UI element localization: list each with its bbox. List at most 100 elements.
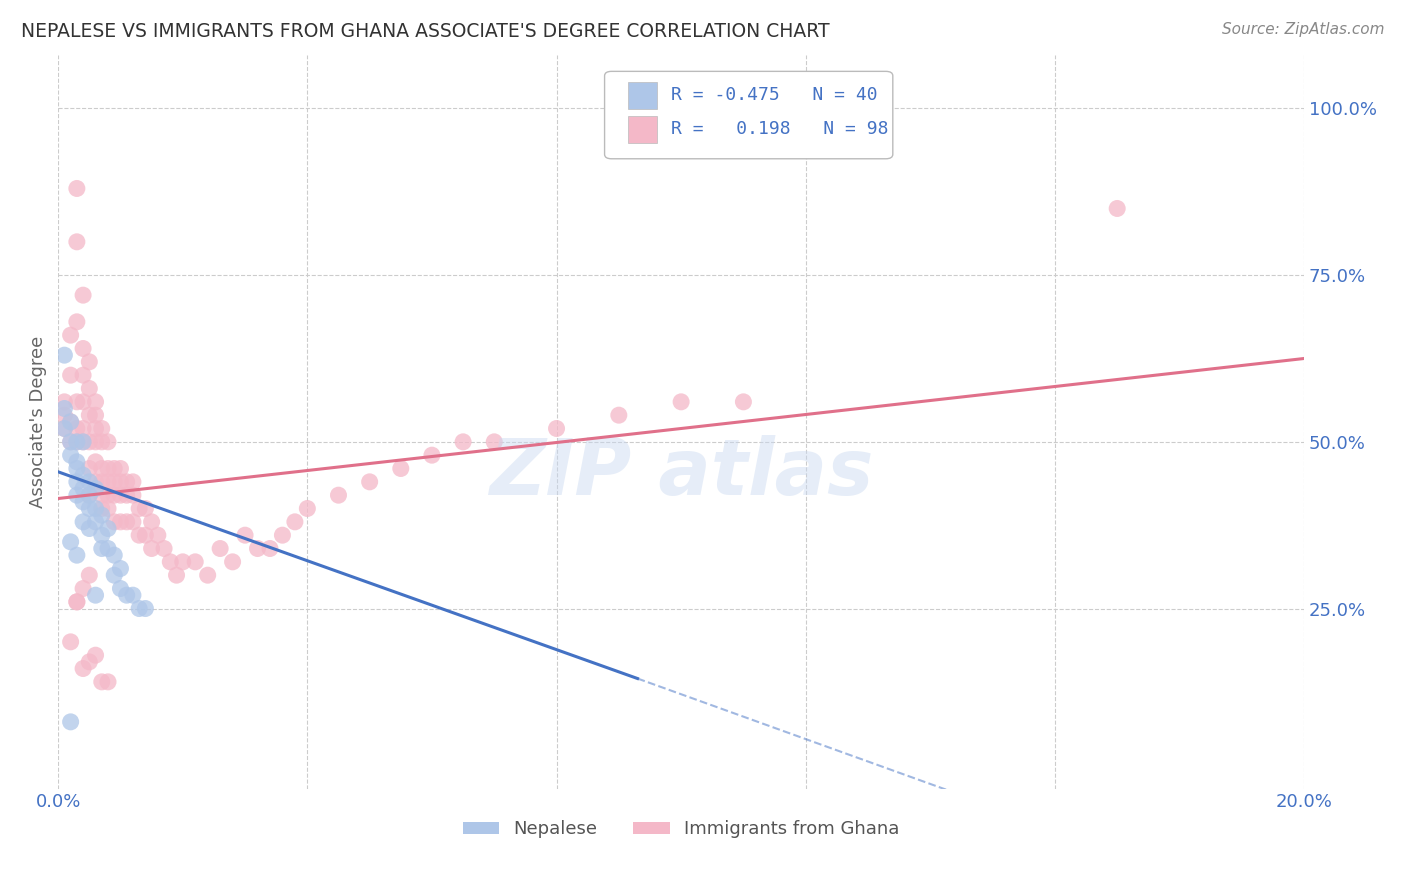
- Point: [59, 534, 82, 549]
- Point: [72, 495, 94, 509]
- Point: [122, 515, 145, 529]
- Point: [122, 475, 145, 489]
- Point: [79, 475, 101, 489]
- Point: [259, 541, 281, 556]
- Point: [84, 588, 107, 602]
- Point: [115, 515, 138, 529]
- Point: [97, 434, 120, 449]
- Point: [1107, 202, 1129, 216]
- Point: [53, 421, 76, 435]
- Point: [66, 315, 89, 329]
- Point: [128, 528, 150, 542]
- Point: [59, 415, 82, 429]
- Point: [233, 528, 256, 542]
- Y-axis label: Associate's Degree: Associate's Degree: [30, 335, 46, 508]
- Point: [97, 488, 120, 502]
- Point: [66, 475, 89, 489]
- Point: [66, 455, 89, 469]
- Point: [53, 348, 76, 362]
- Point: [72, 661, 94, 675]
- Point: [84, 648, 107, 663]
- Point: [197, 568, 219, 582]
- Point: [103, 488, 125, 502]
- Point: [66, 595, 89, 609]
- Point: [72, 434, 94, 449]
- Point: [59, 434, 82, 449]
- Point: [110, 515, 132, 529]
- Point: [134, 501, 156, 516]
- Point: [122, 488, 145, 502]
- Text: R =   0.198   N = 98: R = 0.198 N = 98: [671, 120, 889, 138]
- Point: [97, 461, 120, 475]
- Point: [284, 515, 307, 529]
- Point: [53, 408, 76, 422]
- Point: [72, 468, 94, 483]
- Point: [451, 434, 474, 449]
- Point: [90, 488, 112, 502]
- Point: [59, 368, 82, 383]
- Point: [79, 488, 101, 502]
- Point: [110, 582, 132, 596]
- Point: [184, 555, 207, 569]
- Point: [141, 515, 163, 529]
- Point: [66, 461, 89, 475]
- Point: [84, 394, 107, 409]
- Point: [72, 288, 94, 302]
- Point: [546, 421, 568, 435]
- Point: [246, 541, 269, 556]
- Point: [72, 342, 94, 356]
- Point: [84, 482, 107, 496]
- Point: [90, 501, 112, 516]
- Point: [103, 475, 125, 489]
- Point: [59, 635, 82, 649]
- Point: [84, 421, 107, 435]
- Point: [84, 434, 107, 449]
- Point: [72, 482, 94, 496]
- Point: [72, 515, 94, 529]
- Point: [97, 674, 120, 689]
- Point: [79, 408, 101, 422]
- Point: [110, 461, 132, 475]
- Point: [328, 488, 350, 502]
- Point: [271, 528, 294, 542]
- Point: [66, 548, 89, 562]
- Point: [122, 588, 145, 602]
- Point: [53, 401, 76, 416]
- Point: [484, 434, 506, 449]
- Point: [90, 508, 112, 523]
- Point: [153, 541, 176, 556]
- Point: [79, 355, 101, 369]
- Point: [733, 394, 755, 409]
- Point: [79, 434, 101, 449]
- Point: [97, 541, 120, 556]
- Point: [72, 434, 94, 449]
- Point: [66, 235, 89, 249]
- Point: [84, 455, 107, 469]
- Point: [72, 394, 94, 409]
- Point: [79, 461, 101, 475]
- Point: [209, 541, 232, 556]
- Point: [84, 475, 107, 489]
- Point: [90, 528, 112, 542]
- Point: [79, 501, 101, 516]
- Text: Source: ZipAtlas.com: Source: ZipAtlas.com: [1222, 22, 1385, 37]
- Point: [79, 382, 101, 396]
- Point: [53, 421, 76, 435]
- Point: [72, 368, 94, 383]
- Point: [59, 714, 82, 729]
- Point: [90, 461, 112, 475]
- Point: [221, 555, 243, 569]
- Text: ZIP atlas: ZIP atlas: [489, 435, 873, 511]
- Point: [128, 501, 150, 516]
- Point: [72, 582, 94, 596]
- Point: [79, 655, 101, 669]
- Point: [90, 674, 112, 689]
- Point: [115, 588, 138, 602]
- Text: NEPALESE VS IMMIGRANTS FROM GHANA ASSOCIATE'S DEGREE CORRELATION CHART: NEPALESE VS IMMIGRANTS FROM GHANA ASSOCI…: [21, 22, 830, 41]
- Point: [103, 548, 125, 562]
- Point: [146, 528, 169, 542]
- Point: [669, 394, 692, 409]
- Point: [84, 501, 107, 516]
- Point: [66, 394, 89, 409]
- Point: [59, 434, 82, 449]
